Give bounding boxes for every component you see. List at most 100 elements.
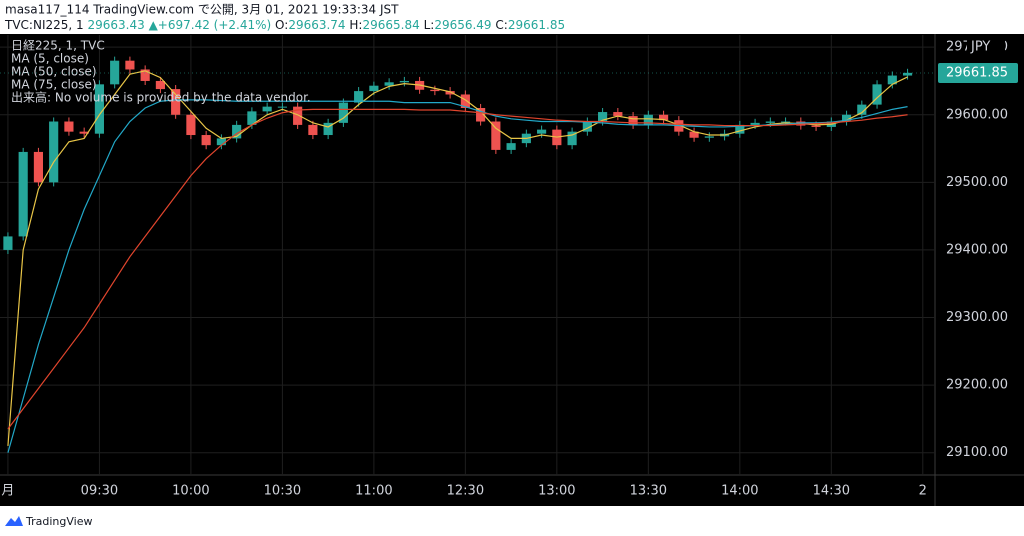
x-tick-label: 11:00 <box>355 484 392 499</box>
candle-body <box>293 106 303 125</box>
candle-body <box>476 107 486 122</box>
candle-body <box>460 94 470 108</box>
logo <box>5 516 23 526</box>
candle-body <box>537 129 547 134</box>
ma-line <box>7 70 908 446</box>
x-tick-label: 10:30 <box>264 484 301 499</box>
x-tick-label: 13:30 <box>630 484 667 499</box>
candle-body <box>79 131 89 134</box>
candle-body <box>735 124 745 134</box>
x-tick-label: 2 <box>919 484 927 499</box>
candle-body <box>308 124 318 136</box>
candle-body <box>567 131 577 146</box>
y-tick-label: 29400.00 <box>946 242 1008 257</box>
candle-body <box>64 121 74 132</box>
currency-box <box>967 38 1005 57</box>
candle-body <box>430 89 440 92</box>
candle-body <box>841 114 852 122</box>
candle-body <box>704 136 714 138</box>
grid <box>0 35 935 475</box>
candle-body <box>872 84 882 105</box>
candle-body <box>384 82 394 86</box>
candle-body <box>49 121 59 183</box>
currency-label: JPY <box>970 40 990 55</box>
x-tick-label: 10:00 <box>172 484 209 499</box>
candle-body <box>277 106 287 108</box>
candle-body <box>369 85 379 92</box>
candle-body <box>140 69 150 81</box>
candle-body <box>338 102 348 123</box>
candle-body <box>323 122 333 136</box>
candle-body <box>3 236 13 250</box>
candle-body <box>399 80 409 83</box>
o: 29663.74 <box>288 18 345 32</box>
candle-body <box>750 122 760 125</box>
o-label: O: <box>275 18 288 32</box>
legend-item: MA (5, close) <box>11 52 89 66</box>
candle-body <box>94 84 104 134</box>
candle-body <box>155 80 165 90</box>
legend-item: MA (75, close) <box>11 78 97 92</box>
last-price-box <box>938 62 1018 83</box>
volume-note: 出来高: No volume is provided by the data v… <box>11 90 311 105</box>
legend-item: MA (50, close) <box>11 65 97 79</box>
candle-body <box>506 143 516 150</box>
x-tick-label: 12:30 <box>447 484 484 499</box>
y-tick-label: 29500.00 <box>946 175 1008 190</box>
marks <box>3 56 913 453</box>
legend-header: 日経225, 1, TVC <box>11 39 105 53</box>
candle-body <box>598 112 608 122</box>
x-tick-label: 13:00 <box>538 484 575 499</box>
candle-body <box>659 114 669 121</box>
candle-body <box>643 114 653 125</box>
candle-body <box>186 114 196 136</box>
candle-body <box>33 151 43 183</box>
x-tick-label: 14:00 <box>721 484 758 499</box>
x-tick-label: 09:30 <box>81 484 118 499</box>
candle-body <box>247 111 257 125</box>
candle-body <box>171 89 181 115</box>
candle-body <box>354 91 364 103</box>
h-label: H: <box>349 18 362 32</box>
y-tick-label: 29200.00 <box>946 378 1008 393</box>
y-tick-label: 29100.00 <box>946 445 1008 460</box>
footer-logo-text: TradingView <box>25 515 92 528</box>
h: 29665.84 <box>362 18 419 32</box>
c: 29661.85 <box>508 18 565 32</box>
candle-body <box>902 72 913 76</box>
change: ▲+697.42 (+2.41%) <box>149 18 272 32</box>
candle-body <box>216 138 226 146</box>
candle-body <box>780 121 791 123</box>
l: 29656.49 <box>434 18 491 32</box>
ma-line <box>7 108 908 430</box>
candle-body <box>857 104 867 115</box>
symbol: TVC:NI225, 1 <box>4 18 84 32</box>
legend: MA (5, close)MA (50, close)MA (75, close… <box>11 52 97 92</box>
candle-body <box>628 116 638 125</box>
candle-body <box>201 135 211 146</box>
c-label: C: <box>495 18 507 32</box>
candle-body <box>110 60 120 85</box>
header-line: masa117_114 TradingView.com で公開, 3月 01, … <box>5 3 399 17</box>
candle-body <box>232 124 242 139</box>
candle-body <box>689 131 699 138</box>
candle-body <box>18 151 28 237</box>
chart-bg <box>0 34 1024 506</box>
x-tick-label: 14:30 <box>813 484 850 499</box>
candle-body <box>445 91 455 95</box>
candle-body <box>811 125 821 127</box>
candle-body <box>125 60 135 70</box>
y-tick-label: 29600.00 <box>946 107 1008 122</box>
l-label: L: <box>424 18 435 32</box>
candle-body <box>887 75 897 85</box>
candle-body <box>582 121 592 132</box>
y-tick-label: 29300.00 <box>946 310 1008 325</box>
candle-body <box>491 121 501 150</box>
header-quote: TVC:NI225, 1 29663.43 ▲+697.42 (+2.41%) … <box>4 18 565 32</box>
last-price-label: 29661.85 <box>946 65 1008 80</box>
price: 29663.43 <box>87 18 144 32</box>
candle-body <box>262 106 272 112</box>
candle-body <box>613 112 623 117</box>
candle-body <box>765 121 775 123</box>
